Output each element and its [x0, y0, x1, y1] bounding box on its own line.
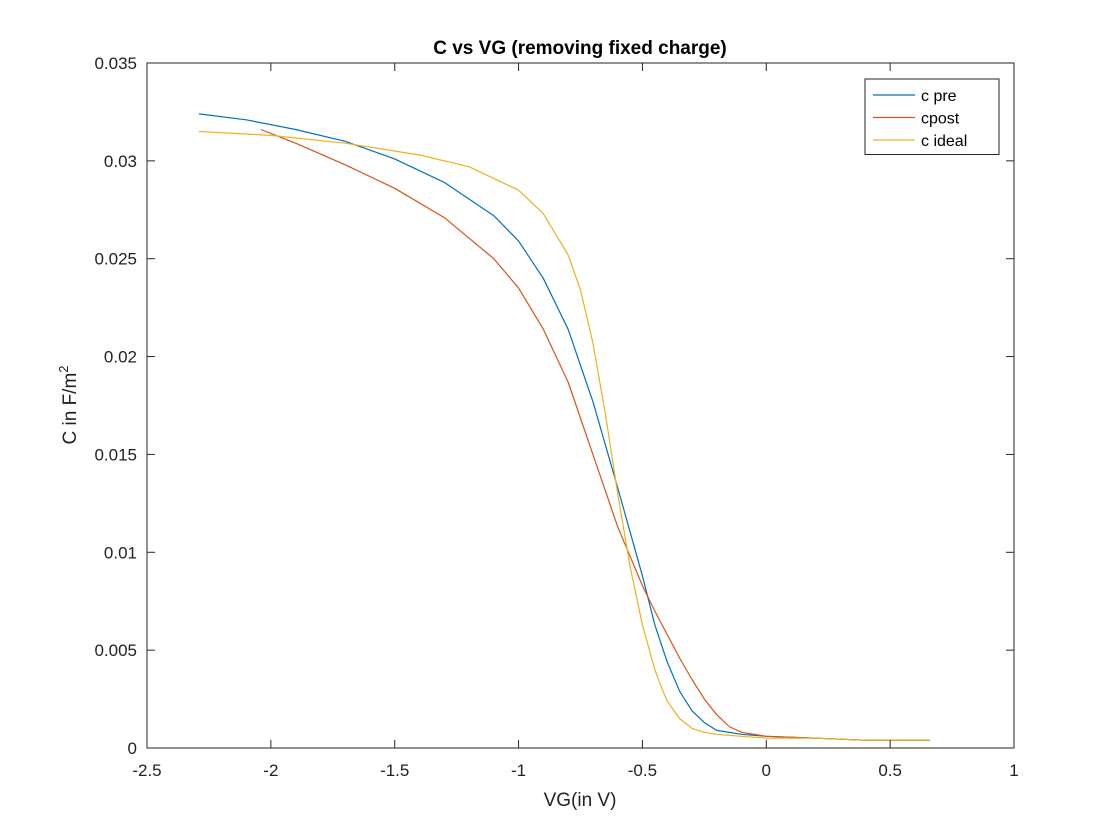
y-tick-label: 0.025 [94, 250, 137, 269]
axes-box [146, 62, 1015, 749]
y-tick-label: 0.02 [104, 348, 137, 367]
legend-box [864, 78, 1000, 155]
x-tick-label: -2 [263, 761, 278, 780]
x-tick-label: -0.5 [628, 761, 657, 780]
series-line-2 [260, 128, 930, 741]
y-tick-label: 0 [128, 739, 137, 758]
plot-area: -2.5 -2 -1.5 -1 -0.5 0 0.5 1 0 0.005 0.01 0.015 0.02… [94, 54, 1018, 780]
y-axis-label-superscript: 2 [56, 365, 71, 372]
legend-label-1: c pre [921, 88, 957, 105]
y-axis-label: C in F/m2 [56, 365, 81, 444]
x-tick-label: 0 [762, 761, 771, 780]
x-tick-label: -1.5 [380, 761, 409, 780]
y-tick-label: 0.005 [94, 641, 137, 660]
x-tick-label: 1 [1009, 761, 1018, 780]
series-line-1 [198, 113, 930, 741]
legend-label-2: cpost [921, 111, 960, 128]
y-tick-label: 0.035 [94, 54, 137, 73]
chart-title: C vs VG (removing fixed charge) [433, 38, 727, 59]
y-tick-label: 0.03 [104, 152, 137, 171]
x-tick-label: -2.5 [132, 761, 161, 780]
x-tick-label: -1 [511, 761, 526, 780]
y-tick-label: 0.015 [94, 445, 137, 464]
series-line-3 [198, 130, 930, 741]
y-axis-label-text: C in F/m [60, 373, 81, 445]
x-tick-label: 0.5 [878, 761, 902, 780]
x-axis-label: VG(in V) [544, 790, 617, 811]
y-tick-label: 0.01 [104, 543, 137, 562]
legend: c pre cpost c ideal [864, 78, 1000, 155]
legend-label-3: c ideal [921, 133, 967, 150]
